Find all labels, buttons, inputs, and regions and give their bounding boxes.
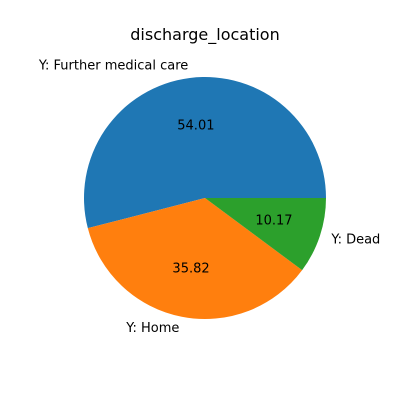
slice-value-y-dead: 10.17 (255, 213, 292, 228)
slice-value-y-further-medical-care: 54.01 (177, 118, 214, 133)
pie-slice-y-dead (205, 198, 326, 271)
slice-label-y-home: Y: Home (125, 321, 179, 336)
pie-slice-y-further-medical-care (83, 77, 326, 229)
pie-slice-y-home (87, 198, 303, 319)
slice-label-y-dead: Y: Dead (330, 232, 380, 247)
slice-value-y-home: 35.82 (172, 262, 209, 277)
chart-title: discharge_location (130, 25, 279, 45)
slice-label-y-further-medical-care: Y: Further medical care (38, 58, 188, 73)
